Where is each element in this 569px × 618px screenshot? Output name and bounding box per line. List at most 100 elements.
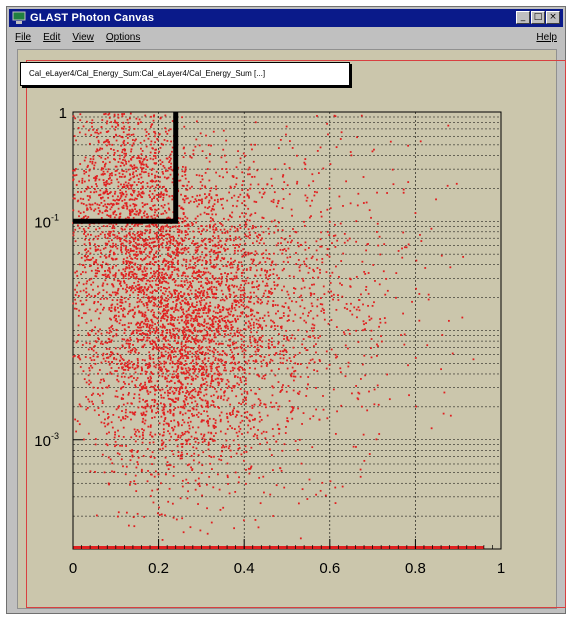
data-point	[308, 267, 311, 269]
data-point	[168, 266, 170, 269]
data-point	[204, 377, 207, 380]
data-point	[184, 378, 187, 381]
data-point	[127, 260, 130, 263]
data-point	[146, 389, 149, 392]
data-point	[302, 312, 304, 315]
data-point	[186, 217, 189, 220]
data-point	[114, 440, 117, 443]
data-point	[220, 327, 222, 330]
data-point	[233, 284, 236, 287]
data-point	[113, 278, 116, 281]
data-point	[296, 392, 299, 395]
data-point	[90, 185, 93, 188]
data-point	[286, 336, 289, 338]
data-point	[129, 241, 132, 244]
data-point	[166, 305, 169, 308]
data-point	[149, 379, 152, 381]
data-point	[139, 298, 142, 301]
data-point	[106, 193, 109, 195]
maximize-button[interactable]: □	[531, 11, 545, 24]
data-point	[196, 194, 199, 197]
data-point	[205, 322, 208, 325]
data-point	[167, 298, 170, 301]
menu-file[interactable]: File	[15, 31, 32, 43]
data-point	[85, 235, 87, 238]
title-bar[interactable]: GLAST Photon Canvas _ □ ×	[9, 9, 563, 27]
data-point	[226, 278, 228, 281]
data-point	[197, 259, 200, 262]
data-point	[266, 414, 269, 417]
data-point	[234, 238, 237, 241]
data-point	[142, 163, 145, 166]
data-point	[129, 173, 131, 176]
data-point	[100, 217, 103, 219]
data-point	[238, 245, 240, 248]
data-point	[83, 255, 86, 258]
canvas-area[interactable]	[17, 49, 566, 609]
data-point	[264, 289, 267, 292]
data-point	[96, 355, 99, 358]
data-point	[171, 278, 174, 281]
data-point	[214, 265, 217, 268]
data-point	[306, 349, 309, 352]
data-point	[133, 203, 136, 206]
menu-options[interactable]: Options	[105, 31, 141, 43]
data-point	[194, 368, 196, 371]
data-point	[120, 397, 123, 399]
data-point	[163, 280, 166, 283]
data-point	[201, 351, 204, 353]
data-point	[158, 193, 161, 196]
data-point	[182, 213, 185, 216]
data-point	[77, 191, 79, 193]
data-point	[190, 341, 192, 343]
data-point	[77, 314, 80, 317]
histogram-title-box[interactable]: Cal_eLayer4/Cal_Energy_Sum:Cal_eLayer4/C…	[20, 62, 350, 86]
data-point	[208, 341, 211, 344]
data-point	[246, 218, 249, 221]
data-point	[139, 166, 142, 169]
data-point	[355, 275, 358, 278]
data-point	[213, 425, 216, 427]
data-point	[165, 272, 167, 275]
data-point	[156, 197, 159, 200]
data-point	[105, 443, 108, 446]
menu-edit[interactable]: Edit	[43, 31, 61, 43]
data-point	[146, 480, 149, 483]
data-point	[147, 279, 150, 282]
menu-view[interactable]: View	[72, 31, 94, 43]
data-point	[199, 365, 201, 368]
minimize-button[interactable]: _	[516, 11, 530, 24]
menu-help[interactable]: Help	[536, 31, 557, 43]
data-point	[87, 374, 90, 377]
data-point	[145, 134, 148, 137]
data-point	[225, 308, 228, 311]
data-point	[120, 301, 123, 304]
data-point	[218, 244, 220, 246]
data-point	[142, 346, 144, 349]
data-point	[121, 136, 124, 139]
data-point	[193, 437, 196, 440]
data-point	[244, 349, 247, 352]
data-point	[103, 306, 105, 309]
data-point	[176, 299, 179, 302]
data-point	[89, 196, 92, 199]
data-point	[156, 290, 158, 293]
data-point	[209, 309, 211, 312]
data-point	[254, 121, 257, 124]
data-point	[339, 222, 342, 225]
data-point	[242, 269, 245, 272]
data-point	[149, 391, 152, 394]
data-point	[177, 424, 180, 427]
data-point	[101, 265, 103, 267]
data-point	[137, 123, 140, 125]
data-point	[169, 227, 172, 230]
data-point	[175, 304, 177, 307]
data-point	[210, 382, 212, 385]
data-point	[143, 157, 146, 160]
data-point	[147, 137, 150, 140]
data-point	[137, 361, 139, 364]
data-point	[217, 306, 219, 309]
data-point	[282, 198, 285, 200]
close-button[interactable]: ×	[546, 11, 560, 24]
